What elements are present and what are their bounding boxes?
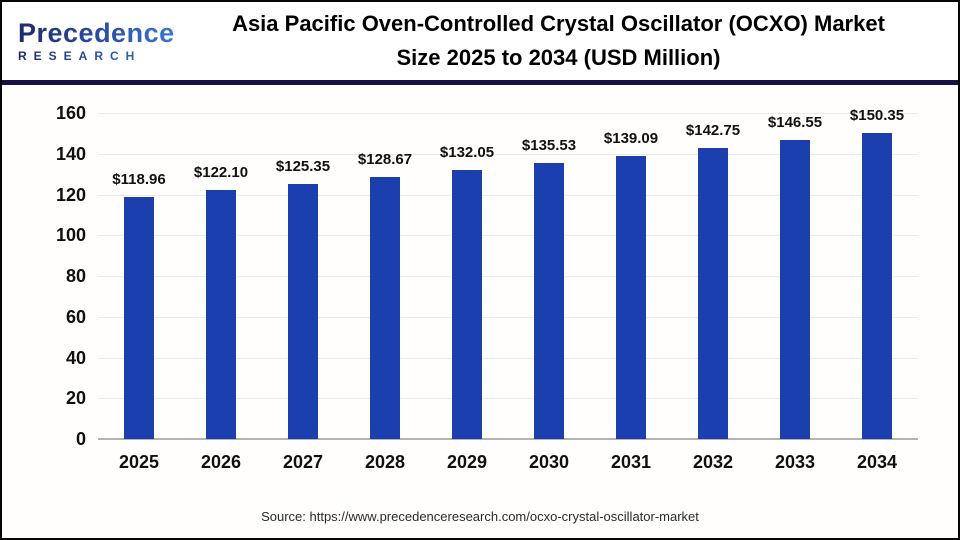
y-axis-tick-label: 120 [55,184,86,205]
bar-value-label: $150.35 [849,106,905,124]
x-axis-tick-label: 2034 [856,452,898,472]
y-axis-tick-label: 20 [65,388,86,409]
y-axis-tick-label: 160 [55,103,86,123]
x-axis-tick-label: 2025 [118,452,160,472]
gridline [98,235,918,237]
brand-logo: Precedence RESEARCH [2,18,177,63]
y-axis-tick-label: 0 [75,429,86,449]
bar-value-label: $142.75 [685,122,741,140]
bar-value-label: $125.35 [275,157,331,175]
chart-title-line-2: Size 2025 to 2034 (USD Million) [396,45,721,70]
x-axis-tick-label: 2033 [774,452,816,472]
y-axis-tick-label: 140 [55,143,86,164]
brand-name: Precedence [18,18,177,47]
x-axis-tick-label: 2031 [610,452,652,472]
bar [288,183,318,439]
chart-title: Asia Pacific Oven-Controlled Crystal Osc… [177,7,958,75]
bar-value-label: $146.55 [767,114,823,132]
bar [206,190,236,439]
bar [452,169,482,439]
gridline [98,316,918,318]
chart-title-line-1: Asia Pacific Oven-Controlled Crystal Osc… [232,11,885,36]
bar-value-label: $128.67 [357,150,413,168]
gridline [98,153,918,155]
gridline [98,398,918,400]
bar-value-label: $122.10 [193,164,249,182]
bar [534,162,564,439]
brand-subtitle: RESEARCH [18,49,177,63]
bar [370,176,400,439]
bar [862,132,892,439]
bar [616,155,646,439]
x-axis-tick-label: 2027 [282,452,324,472]
y-axis-tick-label: 80 [65,266,86,286]
bar-chart: 0 20 40 60 80 100 120 140 160 $118.96 $122.10 $125… [2,85,958,536]
x-axis-tick-label: 2032 [692,452,734,472]
y-axis-tick-label: 60 [65,306,86,327]
gridline [98,113,918,114]
bar-value-label: $118.96 [112,170,166,188]
x-axis-tick-label: 2030 [528,452,570,472]
bar-value-label: $135.53 [521,136,577,154]
gridline [98,357,918,359]
bar-value-label: $139.09 [603,129,659,147]
x-axis-tick-label: 2026 [200,452,242,472]
header: Precedence RESEARCH Asia Pacific Oven-Co… [2,2,958,80]
source-text: Source: https://www.precedenceresearch.c… [261,509,699,524]
y-axis-tick-label: 40 [65,347,86,368]
header-divider [2,80,958,85]
bar [780,140,810,439]
bar [698,148,728,439]
x-axis-tick-label: 2028 [364,452,406,472]
y-axis-tick-label: 100 [55,225,86,246]
x-axis-line [98,438,918,440]
gridline [98,194,918,196]
bar-value-label: $132.05 [439,143,495,161]
x-axis-tick-label: 2029 [446,452,488,472]
gridline [98,276,918,277]
bar [124,196,154,439]
